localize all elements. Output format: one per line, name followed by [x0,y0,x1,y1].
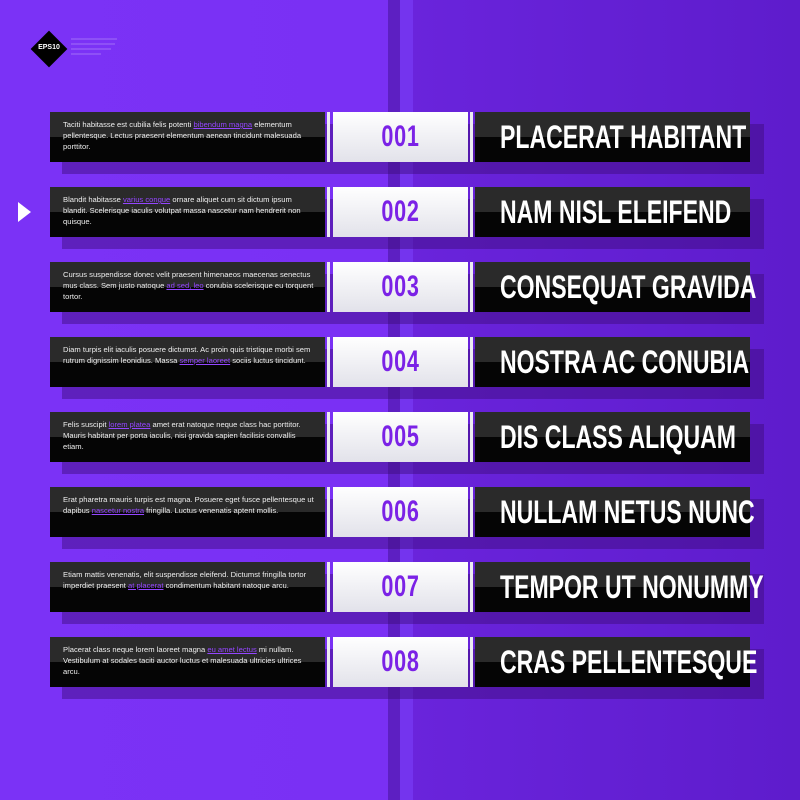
list-item[interactable]: Taciti habitasse est cubilia felis poten… [0,112,800,174]
description-text: Felis suscipit [63,420,109,429]
row-title-panel: NOSTRA AC CONUBIA [475,337,750,387]
description-text: amet erat natoque neque class hac portti… [63,420,301,451]
row-title: CRAS PELLENTESQUE [500,644,758,680]
row-title: NULLAM NETUS NUNC [500,494,755,530]
description-link[interactable]: eu amet lectus [207,645,257,654]
list-item[interactable]: Felis suscipit lorem platea amet erat na… [0,412,800,474]
row-number: 001 [381,120,420,153]
row-number: 002 [381,195,420,228]
divider-strip [327,337,330,387]
divider-strip [470,337,473,387]
divider-strip [470,562,473,612]
row-title: DIS CLASS ALIQUAM [500,419,736,455]
row-title: TEMPOR UT NONUMMY [500,569,764,605]
row-number-box: 006 [333,487,468,537]
row-title-panel: NAM NISL ELEIFEND [475,187,750,237]
eps-badge-label: EPS10 [38,44,60,51]
divider-strip [327,112,330,162]
divider-strip [470,262,473,312]
row-number-box: 003 [333,262,468,312]
divider-strip [327,262,330,312]
description-text: fringilla. Luctus venenatis aptent molli… [144,506,279,515]
row-description-panel: Cursus suspendisse donec velit praesent … [50,262,325,312]
divider-strip [470,487,473,537]
list-item[interactable]: Cursus suspendisse donec velit praesent … [0,262,800,324]
row-description: Blandit habitasse varius congue ornare a… [50,187,325,227]
row-number-box: 007 [333,562,468,612]
row-title-panel: CONSEQUAT GRAVIDA [475,262,756,312]
row-title-panel: PLACERAT HABITANT [475,112,750,162]
divider-strip [327,487,330,537]
list-item[interactable]: Placerat class neque lorem laoreet magna… [0,637,800,699]
description-text: Cursus suspendisse donec velit praesent … [63,270,311,290]
row-title-panel: TEMPOR UT NONUMMY [475,562,764,612]
row-number: 007 [381,570,420,603]
row-description-panel: Etiam mattis venenatis, elit suspendisse… [50,562,325,612]
row-description: Diam turpis elit iaculis posuere dictums… [50,337,325,366]
row-title: NAM NISL ELEIFEND [500,194,732,230]
row-description: Placerat class neque lorem laoreet magna… [50,637,325,677]
divider-strip [470,412,473,462]
description-text: Diam turpis elit iaculis posuere dictums… [63,345,311,365]
description-link[interactable]: varius congue [122,195,171,204]
divider-strip [470,112,473,162]
row-number: 005 [381,420,420,453]
row-description: Taciti habitasse est cubilia felis poten… [50,112,325,152]
row-number: 004 [381,345,420,378]
description-text: Taciti habitasse est cubilia felis poten… [63,120,194,129]
description-link[interactable]: nascetur nostra [91,506,145,515]
description-link[interactable]: at placerat [128,581,164,590]
list-item[interactable]: Etiam mattis venenatis, elit suspendisse… [0,562,800,624]
list-item[interactable]: Erat pharetra mauris turpis est magna. P… [0,487,800,549]
row-title-panel: CRAS PELLENTESQUE [475,637,757,687]
row-description-panel: Erat pharetra mauris turpis est magna. P… [50,487,325,537]
row-description-panel: Taciti habitasse est cubilia felis poten… [50,112,325,162]
row-description: Erat pharetra mauris turpis est magna. P… [50,487,325,516]
description-text: elementum pellentesque. Lectus praesent … [63,120,302,151]
row-number-box: 004 [333,337,468,387]
description-text: Erat pharetra mauris turpis est magna. P… [63,495,314,515]
list-item[interactable]: Diam turpis elit iaculis posuere dictums… [0,337,800,399]
row-number: 003 [381,270,420,303]
row-description: Etiam mattis venenatis, elit suspendisse… [50,562,325,591]
row-description-panel: Placerat class neque lorem laoreet magna… [50,637,325,687]
row-number-box: 002 [333,187,468,237]
row-title: CONSEQUAT GRAVIDA [500,269,757,305]
description-text: ornare aliquet cum sit dictum ipsum blan… [63,195,301,226]
divider-strip [327,187,330,237]
row-title-panel: DIS CLASS ALIQUAM [475,412,750,462]
badge-placeholder-lines [71,38,117,58]
row-description-panel: Felis suscipit lorem platea amet erat na… [50,412,325,462]
divider-strip [470,637,473,687]
row-description-panel: Blandit habitasse varius congue ornare a… [50,187,325,237]
row-title-panel: NULLAM NETUS NUNC [475,487,755,537]
divider-strip [327,637,330,687]
description-text: mi nullam. Vestibulum at sodales taciti … [63,645,302,676]
row-number-box: 001 [333,112,468,162]
description-text: Etiam mattis venenatis, elit suspendisse… [63,570,307,590]
description-link[interactable]: ad sed, leo [166,281,204,290]
row-number-box: 008 [333,637,468,687]
description-link[interactable]: lorem platea [108,420,151,429]
divider-strip [327,412,330,462]
description-text: Placerat class neque lorem laoreet magna [63,645,208,654]
description-link[interactable]: semper laoreet [179,356,231,365]
description-link[interactable]: bibendum magna [193,120,253,129]
selected-row-arrow-icon [18,202,31,222]
row-title: PLACERAT HABITANT [500,119,747,155]
row-number: 008 [381,645,420,678]
description-text: Blandit habitasse [63,195,123,204]
row-number: 006 [381,495,420,528]
divider-strip [327,562,330,612]
list-item[interactable]: Blandit habitasse varius congue ornare a… [0,187,800,249]
description-text: sociis luctus tincidunt. [230,356,306,365]
row-number-box: 005 [333,412,468,462]
row-description-panel: Diam turpis elit iaculis posuere dictums… [50,337,325,387]
description-text: conubia scelerisque eu torquent tortor. [63,281,314,301]
divider-strip [470,187,473,237]
description-text: condimentum habitant natoque arcu. [163,581,289,590]
row-title: NOSTRA AC CONUBIA [500,344,750,380]
row-description: Felis suscipit lorem platea amet erat na… [50,412,325,452]
row-description: Cursus suspendisse donec velit praesent … [50,262,325,302]
